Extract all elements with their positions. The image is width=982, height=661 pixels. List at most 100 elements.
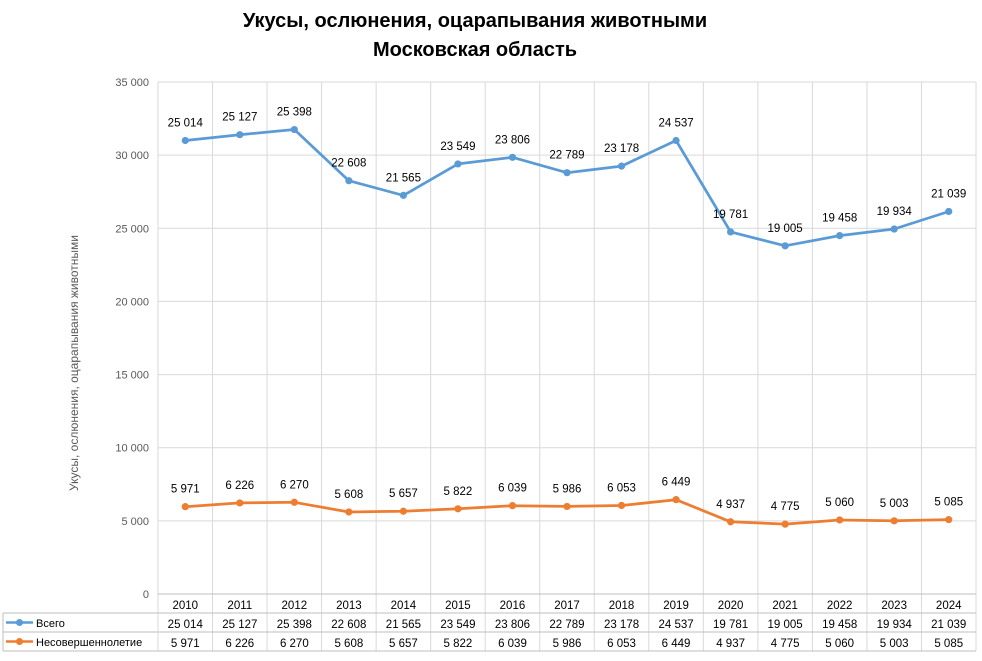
- data-point: [454, 160, 462, 168]
- data-label: 19 005: [768, 223, 803, 235]
- x-tick-label: 2012: [282, 600, 308, 612]
- x-tick-label: 2013: [336, 600, 362, 612]
- x-tick-label: 2010: [172, 600, 198, 612]
- data-label: 4 937: [716, 499, 745, 511]
- x-tick-label: 2019: [663, 600, 689, 612]
- data-point: [399, 507, 407, 515]
- table-cell: 5 657: [389, 638, 418, 650]
- data-point: [345, 177, 353, 185]
- data-point: [236, 131, 244, 139]
- x-tick-label: 2014: [391, 600, 417, 612]
- data-label: 5 003: [880, 498, 909, 510]
- chart-title-line2: Московская область: [373, 39, 577, 61]
- data-point: [727, 228, 735, 236]
- data-point: [617, 501, 626, 510]
- data-point: [290, 125, 298, 134]
- data-point: [181, 503, 189, 511]
- data-point: [290, 498, 298, 506]
- table-cell: 21 565: [386, 619, 421, 631]
- x-tick-label: 2011: [227, 600, 252, 612]
- data-label: 6 449: [662, 477, 691, 489]
- table-cell: 6 226: [225, 638, 254, 650]
- y-tick-label: 15 000: [115, 370, 149, 382]
- legend-swatch-marker: [16, 619, 23, 626]
- data-label: 21 565: [386, 172, 421, 184]
- data-point: [781, 520, 789, 528]
- data-label: 23 806: [495, 134, 530, 146]
- data-label: 5 060: [825, 497, 854, 509]
- data-label: 23 178: [604, 143, 639, 155]
- table-cell: 6 053: [607, 638, 636, 650]
- y-tick-label: 20 000: [115, 296, 149, 308]
- table-cell: 22 789: [549, 619, 584, 631]
- data-point: [727, 518, 735, 526]
- data-label: 5 986: [553, 483, 582, 495]
- legend-entry: Всего: [36, 618, 65, 630]
- table-cell: 5 971: [171, 638, 200, 650]
- table-cell: 5 986: [553, 638, 582, 650]
- table-cell: 22 608: [331, 619, 366, 631]
- data-point: [890, 225, 898, 233]
- table-cell: 25 127: [222, 619, 257, 631]
- y-tick-label: 5 000: [121, 516, 149, 528]
- table-cell: 23 806: [495, 619, 530, 631]
- x-tick-label: 2015: [445, 600, 471, 612]
- table-cell: 19 005: [768, 619, 803, 631]
- data-point: [836, 516, 844, 524]
- data-label: 5 085: [934, 497, 963, 509]
- data-label: 22 789: [549, 150, 584, 162]
- table-cell: 5 608: [334, 638, 363, 650]
- table-cell: 21 039: [931, 619, 966, 631]
- data-label: 19 458: [822, 213, 857, 225]
- data-point: [563, 169, 571, 177]
- x-tick-label: 2020: [718, 600, 744, 612]
- data-label: 19 781: [713, 209, 748, 221]
- data-label: 6 226: [225, 480, 254, 492]
- x-tick-label: 2022: [827, 600, 853, 612]
- data-point: [345, 508, 353, 516]
- data-label: 25 127: [222, 112, 257, 124]
- data-point: [945, 516, 953, 524]
- series-lines: [181, 125, 953, 528]
- table-cell: 23 549: [440, 619, 475, 631]
- x-tick-label: 2018: [609, 600, 635, 612]
- table-cell: 19 781: [713, 619, 748, 631]
- data-table: 2010 2011 2012 2013 2014 2015 2016 2017 2018 2019…: [2, 593, 976, 652]
- y-axis-label: Укусы, ослюнения, оцарапывания животными: [67, 235, 81, 491]
- table-cell: 6 270: [280, 638, 309, 650]
- data-point: [836, 232, 844, 240]
- legend-swatch-marker: [16, 638, 23, 645]
- table-cell: 24 537: [658, 619, 693, 631]
- data-point: [890, 517, 898, 525]
- data-point: [617, 162, 626, 170]
- data-point: [945, 207, 953, 216]
- table-cell: 5 003: [880, 638, 909, 650]
- data-label: 5 657: [389, 488, 418, 500]
- data-label: 21 039: [931, 188, 966, 200]
- x-tick-label: 2021: [772, 600, 798, 612]
- data-point: [672, 496, 680, 504]
- data-label: 5 971: [171, 484, 200, 496]
- data-label: 6 053: [607, 482, 636, 494]
- legend-entry: Несовершеннолетие: [36, 637, 142, 649]
- x-tick-label: 2016: [500, 600, 526, 612]
- data-label: 6 270: [280, 479, 309, 491]
- data-label: 4 775: [771, 501, 800, 513]
- data-point: [508, 153, 517, 161]
- gridlines: [157, 81, 977, 651]
- x-tick-label: 2017: [554, 600, 580, 612]
- table-cell: 25 014: [168, 619, 204, 631]
- data-point: [508, 502, 517, 510]
- data-label: 19 934: [877, 206, 913, 218]
- table-cell: 19 458: [822, 619, 857, 631]
- chart-title-line1: Укусы, ослюнения, оцарапывания животными: [243, 10, 707, 32]
- table-cell: 6 449: [662, 638, 691, 650]
- data-label: 5 822: [444, 486, 473, 498]
- table-cell: 6 039: [498, 638, 527, 650]
- data-label: 24 537: [658, 118, 693, 130]
- y-tick-label: 35 000: [115, 77, 149, 89]
- y-tick-label: 25 000: [115, 223, 149, 235]
- table-cell: 19 934: [877, 619, 913, 631]
- table-cell: 4 775: [771, 638, 800, 650]
